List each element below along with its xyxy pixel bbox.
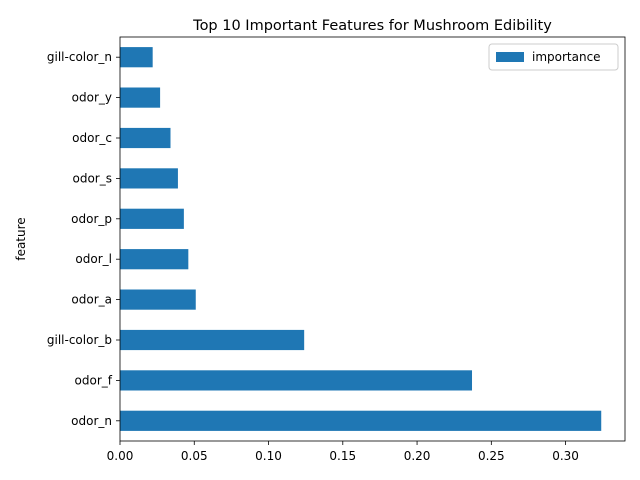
plot-frame (119, 36, 626, 442)
x-tick-label: 0.15 (329, 449, 356, 463)
y-tick-label: gill-color_n (47, 50, 112, 64)
x-tick-label: 0.20 (404, 449, 431, 463)
legend-label: importance (532, 50, 601, 64)
chart-title: Top 10 Important Features for Mushroom E… (192, 18, 552, 34)
bar-odor_f (120, 370, 473, 391)
y-tick-label: odor_f (75, 373, 113, 387)
legend-swatch (496, 52, 524, 62)
y-axis-ticks: odor_n odor_f gill-color_b odor_a odor_l odor… (47, 50, 120, 428)
bar-gill-color_b (120, 329, 305, 351)
y-tick-label: odor_n (71, 414, 112, 428)
legend-frame (488, 43, 619, 71)
x-tick-label: 0.30 (552, 449, 579, 463)
bar-odor_c (120, 127, 171, 149)
bar-odor_s (120, 168, 178, 189)
y-tick-label: odor_y (72, 91, 112, 105)
x-tick-label: 0.00 (107, 449, 134, 463)
bar-odor_a (120, 289, 196, 310)
x-axis-ticks: 0.00 0.05 0.10 0.15 0.20 0.25 0.30 (107, 441, 579, 463)
x-tick-label: 0.10 (255, 449, 282, 463)
bars-group (120, 47, 602, 431)
y-axis-label: feature (14, 217, 28, 260)
bar-odor_p (120, 208, 184, 229)
y-tick-label: gill-color_b (47, 333, 112, 347)
y-tick-label: odor_p (71, 212, 112, 226)
legend: importance (488, 43, 619, 71)
x-tick-label: 0.05 (181, 449, 208, 463)
x-tick-label: 0.25 (478, 449, 505, 463)
bar-gill-color_n (120, 47, 153, 68)
bar-odor_n (120, 410, 602, 431)
y-tick-label: odor_a (71, 293, 112, 307)
bar-odor_y (120, 87, 161, 108)
y-tick-label: odor_c (72, 131, 112, 145)
y-tick-label: odor_l (75, 252, 112, 266)
y-tick-label: odor_s (73, 171, 113, 185)
bar-odor_l (120, 249, 189, 270)
